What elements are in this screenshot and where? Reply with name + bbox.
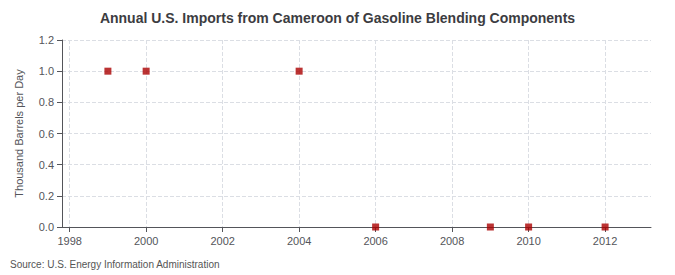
- svg-text:Annual U.S. Imports from Camer: Annual U.S. Imports from Cameroon of Gas…: [100, 10, 575, 26]
- svg-text:2010: 2010: [516, 235, 540, 247]
- svg-text:0.0: 0.0: [39, 221, 54, 233]
- svg-text:2004: 2004: [287, 235, 311, 247]
- svg-text:2002: 2002: [210, 235, 234, 247]
- svg-text:2012: 2012: [593, 235, 617, 247]
- svg-text:0.2: 0.2: [39, 190, 54, 202]
- svg-text:Source: U.S. Energy Informatio: Source: U.S. Energy Information Administ…: [10, 259, 220, 270]
- svg-text:0.6: 0.6: [39, 128, 54, 140]
- svg-text:0.8: 0.8: [39, 96, 54, 108]
- svg-text:1998: 1998: [57, 235, 81, 247]
- svg-text:2000: 2000: [134, 235, 158, 247]
- svg-text:2006: 2006: [363, 235, 387, 247]
- svg-text:1.0: 1.0: [39, 65, 54, 77]
- svg-text:Thousand Barrels per Day: Thousand Barrels per Day: [13, 69, 25, 198]
- svg-text:1.2: 1.2: [39, 34, 54, 46]
- svg-text:0.4: 0.4: [39, 159, 54, 171]
- svg-text:2008: 2008: [440, 235, 464, 247]
